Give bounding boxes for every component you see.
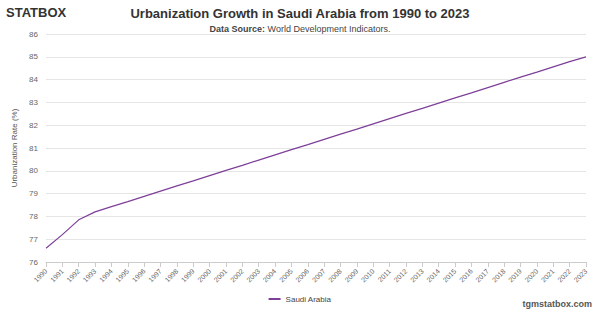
svg-text:2018: 2018 xyxy=(491,267,507,283)
svg-text:2013: 2013 xyxy=(409,267,425,283)
svg-text:World Development Indicators.: World Development Indicators. xyxy=(265,24,390,34)
svg-text:2005: 2005 xyxy=(278,267,294,283)
svg-text:1998: 1998 xyxy=(163,267,179,283)
svg-text:2004: 2004 xyxy=(262,267,278,283)
svg-text:1993: 1993 xyxy=(82,267,98,283)
svg-text:2009: 2009 xyxy=(343,267,359,283)
svg-text:Saudi Arabia: Saudi Arabia xyxy=(286,295,332,304)
svg-text:1996: 1996 xyxy=(131,267,147,283)
svg-text:84: 84 xyxy=(29,75,38,84)
svg-text:1997: 1997 xyxy=(147,267,163,283)
svg-text:2021: 2021 xyxy=(540,267,556,283)
svg-text:2016: 2016 xyxy=(458,267,474,283)
svg-text:1994: 1994 xyxy=(98,267,114,283)
svg-text:Urbanization Growth in Saudi A: Urbanization Growth in Saudi Arabia from… xyxy=(130,6,469,21)
svg-text:86: 86 xyxy=(29,30,38,39)
svg-text:2001: 2001 xyxy=(213,267,229,283)
svg-text:2020: 2020 xyxy=(523,267,539,283)
svg-text:78: 78 xyxy=(29,212,38,221)
svg-text:2006: 2006 xyxy=(294,267,310,283)
svg-text:2008: 2008 xyxy=(327,267,343,283)
svg-text:Urbanization Rate (%): Urbanization Rate (%) xyxy=(10,108,19,187)
svg-text:2010: 2010 xyxy=(360,267,376,283)
svg-text:79: 79 xyxy=(29,189,38,198)
svg-text:2002: 2002 xyxy=(229,267,245,283)
svg-text:2023: 2023 xyxy=(573,267,589,283)
svg-text:tgmstatbox.com: tgmstatbox.com xyxy=(522,299,592,309)
svg-text:1995: 1995 xyxy=(114,267,130,283)
svg-text:76: 76 xyxy=(29,258,38,267)
svg-text:2012: 2012 xyxy=(393,267,409,283)
svg-text:2000: 2000 xyxy=(196,267,212,283)
svg-text:81: 81 xyxy=(29,144,38,153)
svg-text:83: 83 xyxy=(29,98,38,107)
svg-text:80: 80 xyxy=(29,166,38,175)
svg-text:2011: 2011 xyxy=(377,267,393,283)
svg-text:1990: 1990 xyxy=(33,267,49,283)
svg-text:2007: 2007 xyxy=(311,267,327,283)
svg-text:STATBOX: STATBOX xyxy=(6,5,67,20)
svg-text:2019: 2019 xyxy=(507,267,523,283)
svg-text:77: 77 xyxy=(29,235,38,244)
svg-text:1992: 1992 xyxy=(65,267,81,283)
svg-text:2015: 2015 xyxy=(442,267,458,283)
svg-text:2003: 2003 xyxy=(245,267,261,283)
svg-text:85: 85 xyxy=(29,52,38,61)
svg-text:Data Source:: Data Source: xyxy=(210,24,266,34)
svg-text:82: 82 xyxy=(29,121,38,130)
svg-text:1999: 1999 xyxy=(180,267,196,283)
svg-text:1991: 1991 xyxy=(49,267,65,283)
svg-text:2017: 2017 xyxy=(474,267,490,283)
svg-text:2022: 2022 xyxy=(556,267,572,283)
svg-text:2014: 2014 xyxy=(425,267,441,283)
